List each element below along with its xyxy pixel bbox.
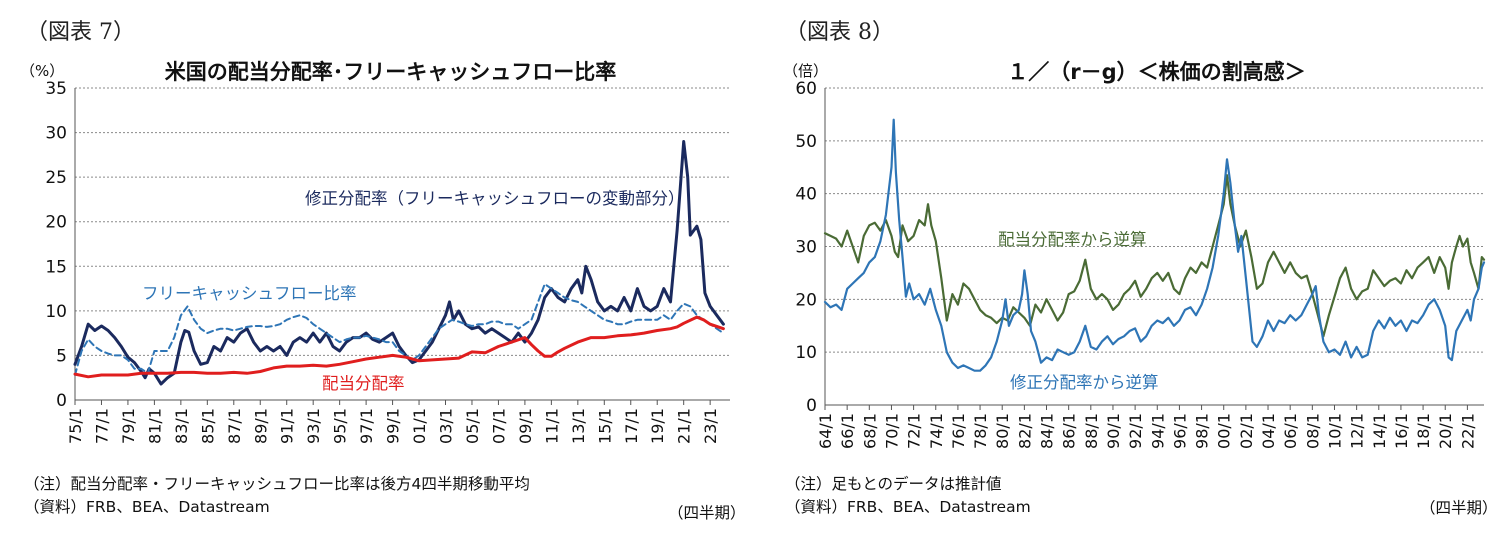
x-tick-label: 15/1: [595, 408, 614, 444]
x-tick-label: 02/1: [1237, 413, 1256, 449]
figure-7-label: （図表 7）: [26, 20, 135, 45]
x-tick-label: 95/1: [331, 408, 350, 444]
x-tick-label: 19/1: [648, 408, 667, 444]
y-tick-label: 50: [795, 132, 817, 152]
y-tick-label: 60: [795, 79, 817, 99]
x-tick-label: 20/1: [1436, 413, 1455, 449]
x-tick-label: 88/1: [1082, 413, 1101, 449]
y-tick-label: 35: [45, 79, 67, 99]
x-tick-label: 70/1: [882, 413, 901, 449]
x-tick-label: 99/1: [384, 408, 403, 444]
x-tick-label: 72/1: [905, 413, 924, 449]
x-tick-label: 00/1: [1215, 413, 1234, 449]
x-tick-label: 03/1: [437, 408, 456, 444]
x-tick-label: 09/1: [516, 408, 535, 444]
figure-7-source: （資料）FRB、BEA、Datastream: [24, 498, 270, 516]
y-tick-label: 40: [795, 185, 817, 205]
x-tick-label: 76/1: [949, 413, 968, 449]
x-tick-label: 12/1: [1348, 413, 1367, 449]
figure-8-label: （図表 8）: [785, 20, 894, 45]
x-tick-label: 83/1: [172, 408, 191, 444]
x-tick-label: 01/1: [410, 408, 429, 444]
x-tick-label: 14/1: [1370, 413, 1389, 449]
figure-8-note: （注）足もとのデータは推計値: [785, 475, 1002, 493]
figure-7-title: 米国の配当分配率･フリーキャッシュフロー比率: [164, 60, 617, 84]
x-tick-label: 82/1: [1015, 413, 1034, 449]
y-tick-label: 30: [795, 238, 817, 258]
figure-8-title: １／（r－g）＜株価の割高感＞: [1007, 60, 1306, 84]
x-tick-label: 13/1: [569, 408, 588, 444]
x-tick-label: 78/1: [971, 413, 990, 449]
y-tick-label: 15: [45, 257, 67, 277]
x-tick-label: 11/1: [542, 408, 561, 444]
x-tick-label: 18/1: [1414, 413, 1433, 449]
figure-7-chart: 0 5 10 15 20 25 30 35 75/1 77/1 79/1 81/1 83/1 85/1 87…: [45, 79, 730, 444]
figure-7-unit: （%）: [20, 62, 65, 80]
figure-8-chart: 0 10 20 30 40 50 60 64/1 66/1 68/1 70/1 72/1 74/1 76/…: [795, 79, 1486, 449]
series-line-1: [73, 140, 725, 386]
x-tick-label: 75/1: [66, 408, 85, 444]
y-tick-label: 10: [45, 302, 67, 322]
series-label-2: フリーキャッシュフロー比率: [142, 284, 357, 303]
x-tick-label: 87/1: [225, 408, 244, 444]
x-tick-label: 22/1: [1458, 413, 1477, 449]
x-tick-label: 81/1: [145, 408, 164, 444]
series-label-1: 配当分配率から逆算: [998, 230, 1147, 249]
x-tick-label: 92/1: [1126, 413, 1145, 449]
figure-7-period-label: （四半期）: [668, 504, 746, 522]
x-tick-label: 17/1: [622, 408, 641, 444]
x-tick-label: 21/1: [675, 408, 694, 444]
x-tick-label: 04/1: [1259, 413, 1278, 449]
series-label-1: 修正分配率（フリーキャッシュフローの変動部分）: [305, 189, 685, 208]
x-tick-label: 93/1: [304, 408, 323, 444]
series-label-3: 配当分配率: [322, 374, 405, 393]
x-tick-label: 06/1: [1281, 413, 1300, 449]
x-tick-label: 80/1: [993, 413, 1012, 449]
y-tick-label: 30: [45, 124, 67, 144]
figure-7-panel: （図表 7） 米国の配当分配率･フリーキャッシュフロー比率 （%） 0 5 10 15…: [20, 20, 746, 522]
y-tick-label: 0: [806, 396, 817, 416]
x-tick-label: 23/1: [701, 408, 720, 444]
figure-8-period-label: （四半期）: [1420, 499, 1498, 517]
figure-8-source: （資料）FRB、BEA、Datastream: [785, 498, 1031, 516]
x-tick-label: 68/1: [860, 413, 879, 449]
x-tick-label: 05/1: [463, 408, 482, 444]
x-tick-label: 94/1: [1148, 413, 1167, 449]
x-tick-label: 10/1: [1325, 413, 1344, 449]
x-tick-label: 74/1: [927, 413, 946, 449]
y-tick-label: 25: [45, 168, 67, 188]
series-line-2: [74, 283, 725, 376]
series-label-2: 修正分配率から逆算: [1010, 373, 1159, 392]
x-tick-label: 85/1: [198, 408, 217, 444]
y-tick-label: 20: [45, 213, 67, 233]
x-tick-label: 91/1: [278, 408, 297, 444]
figure-8-panel: （図表 8） １／（r－g）＜株価の割高感＞ （倍） 0 10 20 30 40 50 60…: [751, 0, 1502, 554]
x-tick-label: 07/1: [489, 408, 508, 444]
x-tick-label: 86/1: [1060, 413, 1079, 449]
y-tick-label: 20: [795, 290, 817, 310]
y-tick-label: 10: [795, 343, 817, 363]
series-line-3: [73, 315, 725, 379]
figure-7-note: （注）配当分配率・フリーキャッシュフロー比率は後方4四半期移動平均: [24, 475, 530, 493]
x-tick-label: 96/1: [1170, 413, 1189, 449]
x-tick-label: 98/1: [1193, 413, 1212, 449]
figure-8-unit: （倍）: [783, 62, 829, 80]
x-tick-label: 97/1: [357, 408, 376, 444]
x-tick-label: 08/1: [1303, 413, 1322, 449]
x-tick-label: 90/1: [1104, 413, 1123, 449]
x-tick-label: 66/1: [838, 413, 857, 449]
y-tick-label: 0: [56, 391, 67, 411]
x-tick-label: 16/1: [1392, 413, 1411, 449]
x-tick-label: 64/1: [816, 413, 835, 449]
x-tick-label: 89/1: [251, 408, 270, 444]
series-line-2: [823, 118, 1486, 372]
y-tick-label: 5: [56, 346, 67, 366]
x-tick-label: 84/1: [1038, 413, 1057, 449]
x-tick-label: 77/1: [92, 408, 111, 444]
series-line-1: [823, 174, 1486, 338]
x-tick-label: 79/1: [119, 408, 138, 444]
